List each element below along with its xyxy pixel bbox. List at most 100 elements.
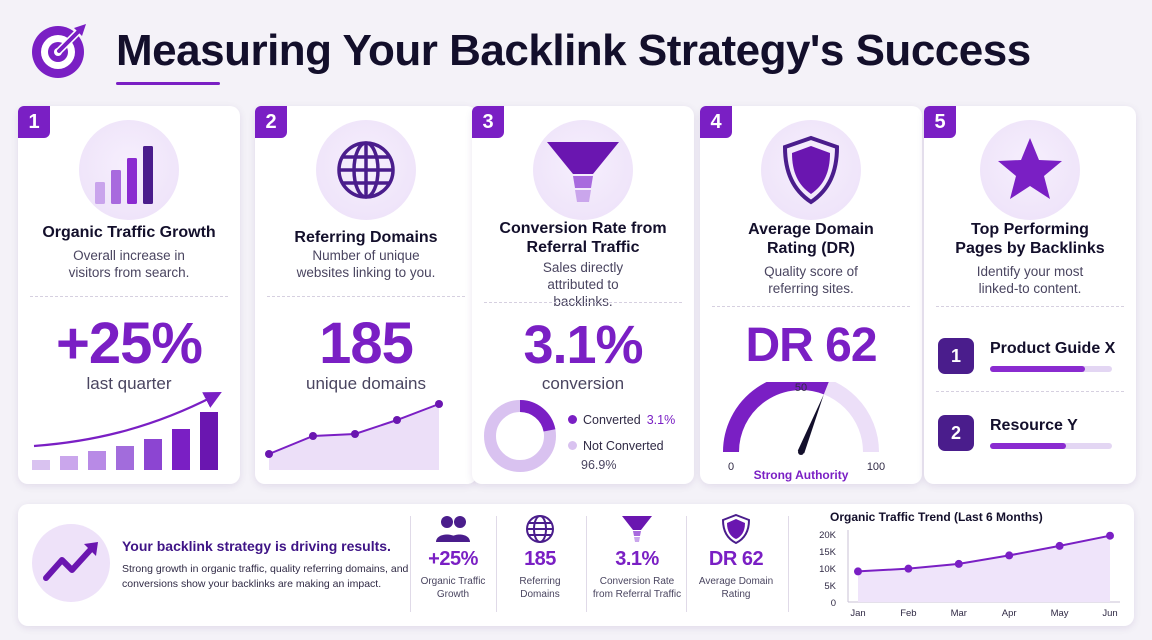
y-tick-label: 20K — [819, 530, 837, 541]
chart-title: Organic Traffic Trend (Last 6 Months) — [830, 510, 1043, 524]
card-title: Conversion Rate from Referral Traffic — [499, 220, 667, 256]
trend-point — [904, 564, 913, 573]
page-backlink-bar — [990, 366, 1112, 372]
stat-label: Organic Traffic — [420, 576, 486, 587]
divider — [788, 516, 789, 612]
page-backlink-bar — [990, 443, 1112, 449]
stat-label: Domains — [520, 589, 560, 600]
summary-description: Strong growth in organic traffic, qualit… — [122, 563, 409, 590]
card-title: Referring Domains — [294, 229, 438, 246]
divider — [712, 306, 910, 307]
summary-icon-backdrop — [32, 524, 110, 602]
gauge-status-label: Strong Authority — [754, 468, 849, 482]
stat-label: Conversion Rate — [599, 576, 675, 587]
x-tick-label: Apr — [1002, 608, 1017, 619]
summary-stat-domain-rating: DR 62 Average Domain Rating — [692, 514, 780, 614]
divider — [496, 516, 497, 612]
target-arrow-icon — [32, 24, 86, 78]
legend-not-converted: Not Converted — [568, 439, 664, 453]
card-organic-traffic: 1 Organic Traffic Growth Overall increas… — [18, 106, 240, 484]
divider — [936, 306, 1124, 307]
gauge-fill-arc — [723, 382, 829, 453]
card-description: Sales directly attributed to backlinks. — [542, 260, 624, 309]
legend-value: 3.1% — [646, 413, 676, 427]
page-name: Resource Y — [990, 417, 1078, 434]
bar-chart-icon — [95, 146, 153, 204]
page-name: Product Guide X — [990, 340, 1116, 357]
card-number-badge: 5 — [924, 106, 956, 138]
divider — [936, 391, 1124, 392]
stat-label: Growth — [436, 589, 470, 600]
divider — [410, 516, 411, 612]
summary-panel: Your backlink strategy is driving result… — [18, 504, 1134, 626]
x-tick-label: Mar — [951, 608, 967, 619]
header: Measuring Your Backlink Strategy's Succe… — [28, 18, 1128, 90]
gauge-mid-label: 50 — [795, 382, 807, 394]
legend-label: Converted — [583, 413, 641, 427]
trend-point — [1106, 531, 1114, 540]
domains-line-graphic — [265, 400, 443, 470]
summary-stat-domains: 185 Referring Domains — [502, 514, 578, 614]
legend-dot — [568, 415, 577, 424]
y-tick-label: 5K — [824, 581, 836, 592]
stat-label: Rating — [721, 589, 751, 600]
page-title: Measuring Your Backlink Strategy's Succe… — [116, 26, 1031, 75]
trend-point — [1005, 551, 1014, 560]
icon-backdrop — [761, 120, 861, 220]
legend-dot — [568, 441, 577, 450]
divider — [267, 296, 465, 297]
divider — [30, 296, 228, 297]
funnel-icon — [547, 142, 619, 202]
y-tick-label: 0 — [831, 598, 836, 609]
card-conversion-rate: 3 Conversion Rate from Referral Traffic … — [472, 106, 694, 484]
stat-value: 185 — [524, 548, 556, 570]
stat-value: DR 62 — [708, 548, 764, 570]
donut-converted-slice — [519, 400, 556, 432]
trend-point — [1055, 541, 1064, 550]
stat-value: 3.1% — [615, 548, 659, 570]
globe-icon — [526, 515, 554, 543]
metric-label: conversion — [541, 374, 625, 393]
divider — [686, 516, 687, 612]
summary-stat-traffic: +25% Organic Traffic Growth — [416, 514, 490, 614]
metric-value: 3.1% — [523, 315, 643, 375]
conversion-donut — [484, 400, 556, 472]
page-backlink-fill — [990, 443, 1066, 449]
x-tick-label: May — [1051, 608, 1069, 619]
metric-value: +25% — [56, 311, 203, 376]
card-description: Number of unique websites linking to you… — [296, 248, 436, 280]
trend-point — [854, 567, 862, 576]
funnel-icon — [622, 516, 652, 542]
icon-backdrop — [980, 120, 1080, 220]
metric-value: 185 — [319, 311, 414, 376]
card-referring-domains: 2 Referring Domains Number of unique web… — [255, 106, 477, 484]
card-description: Identify your most linked-to content. — [976, 264, 1084, 296]
page-rank-badge: 1 — [938, 338, 974, 374]
gauge-min-label: 0 — [728, 461, 734, 473]
stat-value: +25% — [428, 548, 478, 570]
top-page-row: 1 Product Guide X — [938, 334, 1122, 384]
card-number-badge: 4 — [700, 106, 732, 138]
metric-value: DR 62 — [745, 319, 877, 372]
globe-icon — [337, 141, 395, 199]
icon-backdrop — [79, 120, 179, 220]
domain-rating-gauge: 50 0 100 Strong Authority — [723, 382, 885, 482]
shield-icon — [782, 135, 840, 205]
metric-label: last quarter — [86, 374, 172, 393]
y-tick-label: 10K — [819, 564, 837, 575]
divider — [484, 302, 682, 303]
trend-up-arrow-icon — [43, 542, 98, 581]
users-icon — [436, 516, 470, 542]
stat-label: from Referral Traffic — [592, 589, 682, 600]
trend-point — [954, 559, 963, 568]
x-tick-label: Jan — [850, 608, 865, 619]
shield-icon — [721, 514, 751, 544]
card-number-badge: 1 — [18, 106, 50, 138]
page-backlink-fill — [990, 366, 1086, 372]
stat-label: Referring — [519, 576, 561, 587]
summary-stat-conversion: 3.1% Conversion Rate from Referral Traff… — [590, 514, 684, 614]
divider — [586, 516, 587, 612]
top-page-row: 2 Resource Y — [938, 411, 1122, 461]
card-title: Average Domain Rating (DR) — [748, 221, 874, 257]
metric-label: unique domains — [305, 374, 427, 393]
